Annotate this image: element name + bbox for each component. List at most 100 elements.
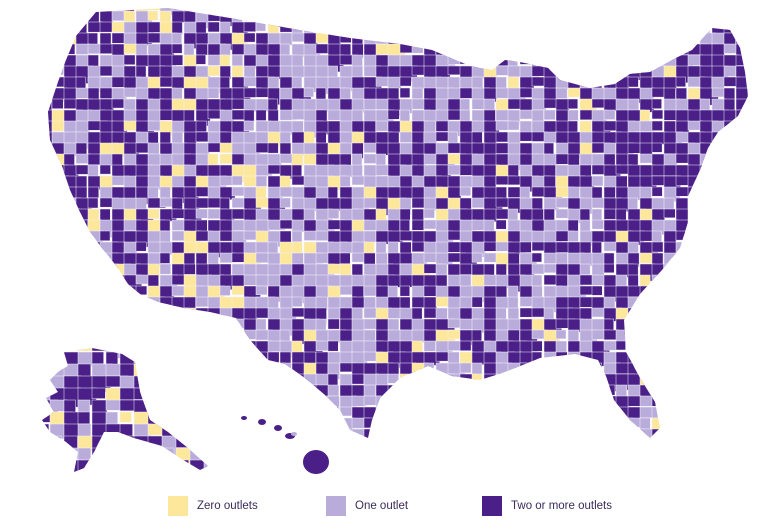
county-cell: [219, 406, 236, 424]
county-cell: [651, 351, 671, 369]
county-cell: [579, 21, 596, 38]
county-cell: [399, 318, 413, 331]
county-cell: [87, 186, 100, 199]
county-cell: [639, 54, 657, 65]
county-cell: [699, 395, 719, 406]
county-cell: [133, 459, 148, 471]
county-cell: [303, 417, 323, 431]
county-cell: [723, 373, 741, 388]
county-cell: [483, 373, 497, 389]
county-cell: [591, 197, 605, 209]
county-cell: [591, 8, 610, 12]
county-cell: [183, 417, 195, 433]
county-cell: [447, 8, 466, 13]
county-cell: [267, 142, 279, 154]
county-cell: [687, 10, 704, 28]
county-cell: [735, 131, 748, 148]
county-cell: [651, 87, 665, 98]
county-cell: [411, 43, 424, 54]
county-cell: [207, 318, 220, 336]
county-cell: [339, 428, 351, 438]
county-cell: [51, 65, 64, 76]
county-cell: [196, 440, 210, 452]
county-cell: [639, 142, 653, 156]
county-cell: [723, 153, 737, 172]
county-cell: [267, 10, 284, 28]
county-cell: [471, 417, 490, 433]
county-cell: [339, 87, 351, 100]
county-cell: [147, 329, 159, 340]
county-cell: [105, 435, 120, 448]
county-cell: [423, 21, 439, 33]
county-cell: [435, 21, 450, 34]
county-cell: [189, 423, 208, 437]
county-cell: [42, 435, 52, 455]
county-cell: [315, 362, 329, 376]
county-cell: [483, 219, 495, 233]
county-cell: [51, 186, 63, 198]
county-cell: [161, 423, 182, 437]
county-cell: [147, 362, 165, 375]
county-cell: [616, 440, 629, 457]
county-cell: [735, 307, 748, 323]
county-cell: [255, 142, 269, 153]
county-cell: [42, 459, 57, 472]
county-cell: [119, 459, 142, 472]
county-cell: [591, 54, 605, 65]
county-cell: [603, 43, 618, 60]
county-cell: [267, 329, 282, 343]
county-cell: [651, 395, 667, 407]
county-cell: [687, 373, 703, 385]
county-cell: [255, 263, 270, 276]
county-cell: [663, 285, 679, 301]
county-cell: [687, 395, 703, 411]
county-cell: [51, 340, 64, 353]
county-cell: [411, 219, 425, 231]
county-cell: [651, 428, 663, 438]
county-cell: [255, 428, 270, 438]
county-cell: [591, 263, 605, 277]
county-cell: [627, 340, 644, 358]
county-cell: [687, 351, 702, 366]
county-cell: [42, 423, 50, 441]
county-cell: [615, 340, 626, 351]
county-cell: [724, 440, 743, 455]
county-cell: [48, 362, 57, 378]
county-cell: [627, 120, 641, 132]
county-cell: [555, 131, 569, 145]
county-cell: [363, 428, 380, 438]
county-cell: [555, 43, 570, 55]
county-cell: [48, 329, 55, 342]
county-cell: [105, 459, 127, 471]
county-cell: [675, 285, 696, 302]
county-cell: [161, 348, 177, 351]
county-cell: [303, 10, 322, 29]
county-cell: [651, 120, 663, 131]
county-cell: [459, 21, 476, 37]
county-cell: [423, 285, 438, 297]
county-cell: [399, 373, 412, 389]
county-cell: [49, 348, 73, 350]
county-cell: [99, 230, 111, 242]
county-cell: [435, 417, 453, 430]
county-cell: [411, 428, 427, 438]
county-cell: [75, 307, 92, 319]
county-cell: [147, 384, 161, 402]
county-cell: [99, 285, 113, 299]
county-cell: [447, 428, 464, 438]
county-cell: [99, 8, 111, 10]
county-cell: [723, 10, 743, 29]
county-cell: [675, 296, 696, 313]
county-cell: [48, 186, 56, 198]
county-cell: [87, 263, 101, 279]
county-cell: [531, 10, 547, 29]
county-cell: [615, 10, 627, 24]
county-cell: [267, 208, 282, 221]
county-cell: [399, 43, 413, 54]
county-cell: [363, 417, 381, 429]
county-cell: [543, 252, 558, 264]
county-cell: [627, 307, 647, 325]
county-cell: [531, 21, 543, 33]
county-cell: [352, 440, 371, 454]
county-cell: [387, 417, 408, 434]
